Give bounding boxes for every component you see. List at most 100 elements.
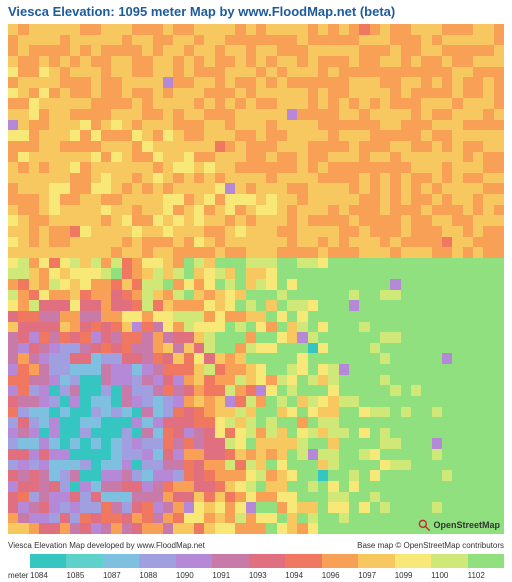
heatmap-cell [246,130,256,141]
heatmap-cell [328,343,338,354]
heatmap-cell [401,152,411,163]
heatmap-cell [401,438,411,449]
heatmap-cell [235,24,245,35]
heatmap-cell [411,407,421,418]
heatmap-cell [194,375,204,386]
heatmap-cell [111,364,121,375]
heatmap-cell [411,343,421,354]
heatmap-cell [132,141,142,152]
heatmap-cell [184,492,194,503]
heatmap-cell [442,300,452,311]
heatmap-cell [390,332,400,343]
heatmap-cell [266,364,276,375]
heatmap-cell [60,375,70,386]
heatmap-cell [349,407,359,418]
heatmap-cell [308,523,318,534]
heatmap-cell [80,417,90,428]
heatmap-cell [277,385,287,396]
heatmap-cell [122,300,132,311]
heatmap-cell [163,226,173,237]
heatmap-cell [318,183,328,194]
heatmap-cell [473,24,483,35]
heatmap-cell [18,237,28,248]
heatmap-cell [411,396,421,407]
heatmap-cell [473,460,483,471]
heatmap-cell [442,268,452,279]
heatmap-cell [122,502,132,513]
heatmap-cell [184,152,194,163]
heatmap-cell [60,205,70,216]
heatmap-cell [256,460,266,471]
heatmap-cell [297,343,307,354]
heatmap-cell [225,353,235,364]
heatmap-cell [163,45,173,56]
heatmap-cell [359,237,369,248]
heatmap-cell [390,268,400,279]
heatmap-cell [70,460,80,471]
heatmap-cell [225,407,235,418]
heatmap-cell [153,258,163,269]
heatmap-cell [452,173,462,184]
heatmap-cell [173,460,183,471]
heatmap-cell [287,183,297,194]
heatmap-cell [349,268,359,279]
heatmap-cell [70,226,80,237]
heatmap-cell [349,481,359,492]
heatmap-cell [494,449,504,460]
heatmap-cell [142,396,152,407]
heatmap-cell [421,290,431,301]
heatmap-cell [101,56,111,67]
heatmap-cell [91,247,101,258]
heatmap-cell [80,311,90,322]
heatmap-cell [421,470,431,481]
heatmap-cell [184,162,194,173]
heatmap-cell [494,141,504,152]
heatmap-cell [18,364,28,375]
heatmap-cell [122,438,132,449]
heatmap-cell [318,35,328,46]
heatmap-cell [49,470,59,481]
heatmap-cell [49,35,59,46]
heatmap-cell [132,428,142,439]
heatmap-cell [308,375,318,386]
heatmap-cell [411,35,421,46]
heatmap-cell [442,56,452,67]
heatmap-cell [111,290,121,301]
heatmap-cell [163,481,173,492]
heatmap-cell [411,449,421,460]
heatmap-cell [256,417,266,428]
heatmap-cell [297,353,307,364]
heatmap-cell [380,183,390,194]
heatmap-cell [452,492,462,503]
heatmap-cell [473,300,483,311]
heatmap-cell [339,438,349,449]
heatmap-cell [8,56,18,67]
heatmap-cell [494,417,504,428]
heatmap-cell [401,364,411,375]
heatmap-cell [29,247,39,258]
heatmap-cell [308,247,318,258]
heatmap-cell [122,460,132,471]
heatmap-cell [390,120,400,131]
heatmap-cell [349,98,359,109]
heatmap-cell [173,523,183,534]
heatmap-cell [432,417,442,428]
heatmap-cell [411,258,421,269]
heatmap-cell [184,460,194,471]
heatmap-cell [349,35,359,46]
heatmap-cell [122,98,132,109]
heatmap-cell [111,173,121,184]
heatmap-cell [8,290,18,301]
heatmap-cell [91,88,101,99]
heatmap-cell [225,268,235,279]
heatmap-cell [318,141,328,152]
heatmap-cell [266,385,276,396]
heatmap-cell [442,109,452,120]
heatmap-cell [359,279,369,290]
heatmap-cell [256,449,266,460]
heatmap-cell [349,258,359,269]
legend-tick: 1097 [358,571,394,580]
heatmap-cell [452,130,462,141]
heatmap-cell [215,194,225,205]
heatmap-cell [8,300,18,311]
